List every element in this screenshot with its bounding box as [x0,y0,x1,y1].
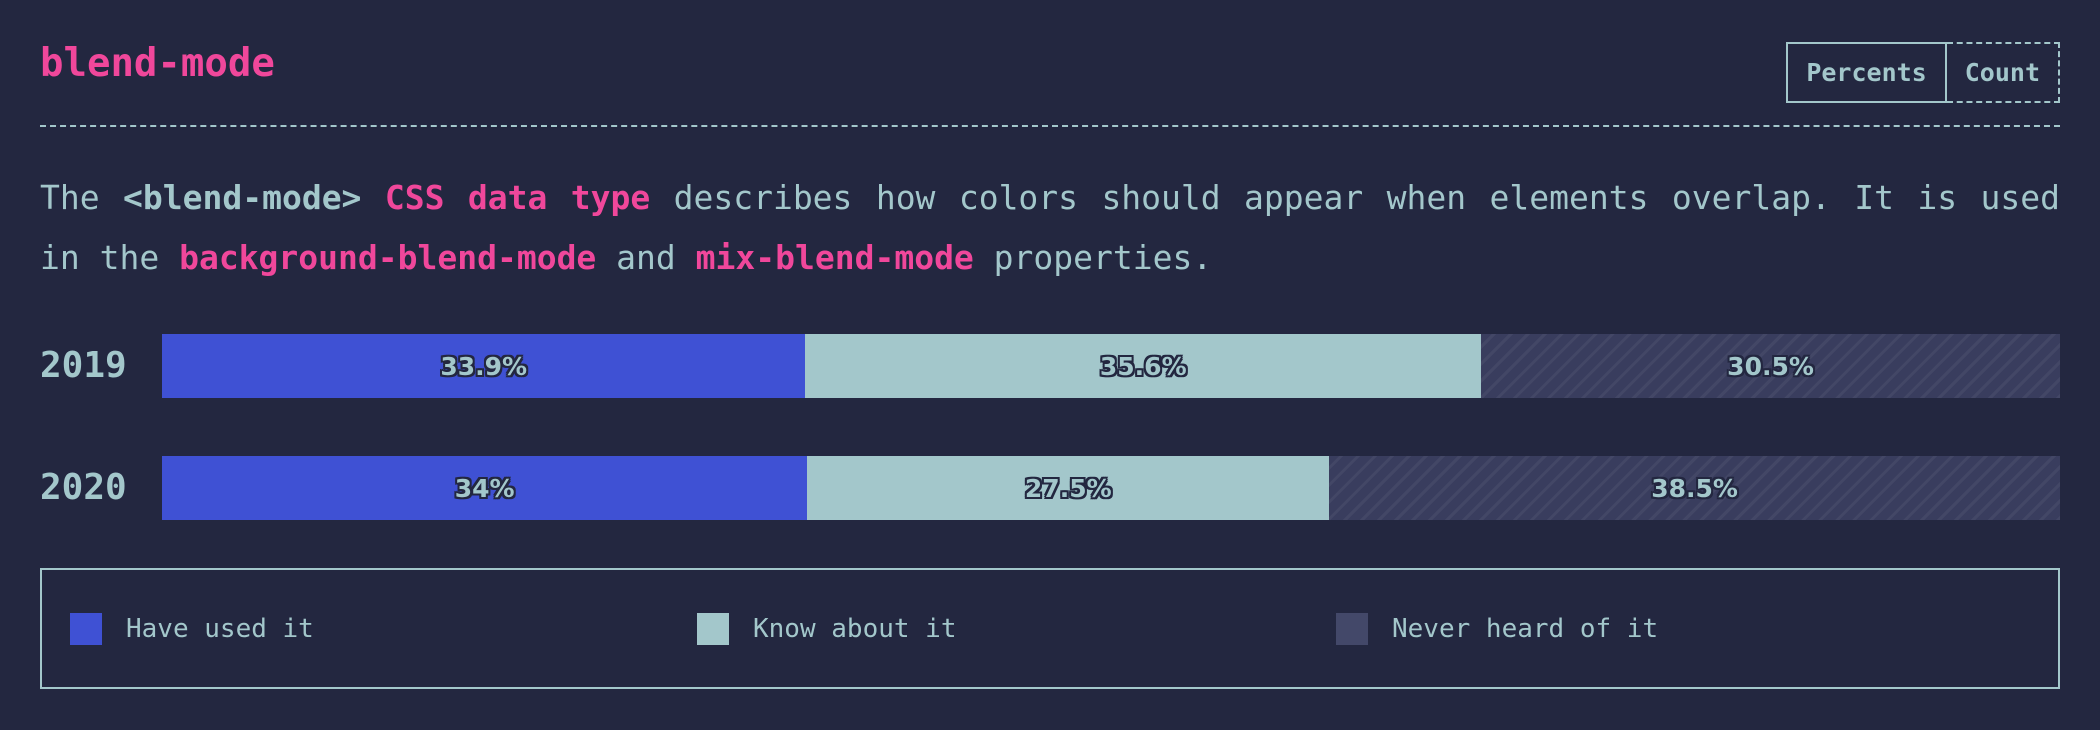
legend-item-never-heard[interactable]: Never heard of it [1336,612,1659,645]
bar-segment-never-heard[interactable]: 38.5% [1329,456,2060,520]
description-text: describes how colors should appear when … [40,178,2060,277]
segment-value-label: 34% [454,473,515,503]
row-label: 2019 [40,345,127,386]
chart-title: blend-mode [40,41,275,86]
bar-row-2019: 2019 33.9% 35.6% 30.5% [40,334,2060,398]
segment-value-label: 38.5% [1651,473,1738,503]
segment-value-label: 33.9% [440,351,528,381]
chart-legend: Have used it Know about it Never heard o… [40,568,2060,689]
background-blend-mode-link[interactable]: background-blend-mode [179,238,597,277]
legend-label-never-heard: Never heard of it [1392,613,1659,644]
segment-value-label: 27.5% [1024,473,1112,503]
bar-segment-have-used[interactable]: 34% [162,456,808,520]
row-label: 2020 [40,467,127,508]
chart-description: The <blend-mode> CSS data type describes… [40,168,2060,288]
legend-swatch-know-about [697,612,729,645]
percents-button[interactable]: Percents [1786,42,1947,103]
mix-blend-mode-link[interactable]: mix-blend-mode [695,238,974,277]
css-data-type-link[interactable]: CSS data type [384,178,651,217]
legend-label-have-used: Have used it [126,613,314,644]
legend-label-know-about: Know about it [753,613,957,644]
description-text: The [40,178,124,217]
bar-segment-know-about[interactable]: 35.6% [805,334,1482,398]
bar-segment-have-used[interactable]: 33.9% [162,334,806,398]
legend-swatch-never-heard [1336,612,1368,645]
bar-segment-never-heard[interactable]: 30.5% [1481,334,2060,398]
description-text: properties. [973,238,1213,277]
bar-row-2020: 2020 34% 27.5% 38.5% [40,456,2060,520]
legend-swatch-have-used [70,612,102,645]
description-text: and [596,238,696,277]
description-space [361,178,384,217]
segment-value-label: 35.6% [1099,351,1187,381]
title-divider [40,125,2060,127]
legend-item-have-used[interactable]: Have used it [70,612,314,645]
stacked-bar: 33.9% 35.6% 30.5% [162,334,2060,398]
stacked-bar: 34% 27.5% 38.5% [162,456,2060,520]
count-button[interactable]: Count [1946,42,2060,103]
bar-segment-know-about[interactable]: 27.5% [807,456,1330,520]
legend-item-know-about[interactable]: Know about it [697,612,957,645]
segment-value-label: 30.5% [1727,351,1814,381]
units-toggle: Percents Count [1786,42,2060,103]
description-term: <blend-mode> [123,178,362,217]
